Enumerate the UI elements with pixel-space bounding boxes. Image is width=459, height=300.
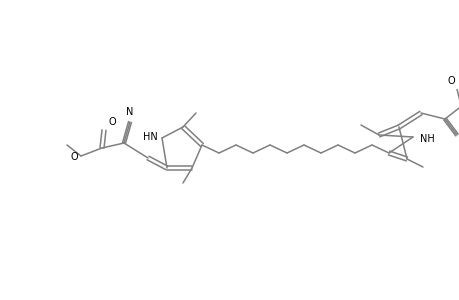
Text: O: O bbox=[70, 152, 78, 162]
Text: NH: NH bbox=[419, 134, 434, 144]
Text: HN: HN bbox=[143, 132, 157, 142]
Text: O: O bbox=[109, 117, 117, 127]
Text: O: O bbox=[447, 76, 454, 86]
Text: N: N bbox=[126, 107, 134, 117]
